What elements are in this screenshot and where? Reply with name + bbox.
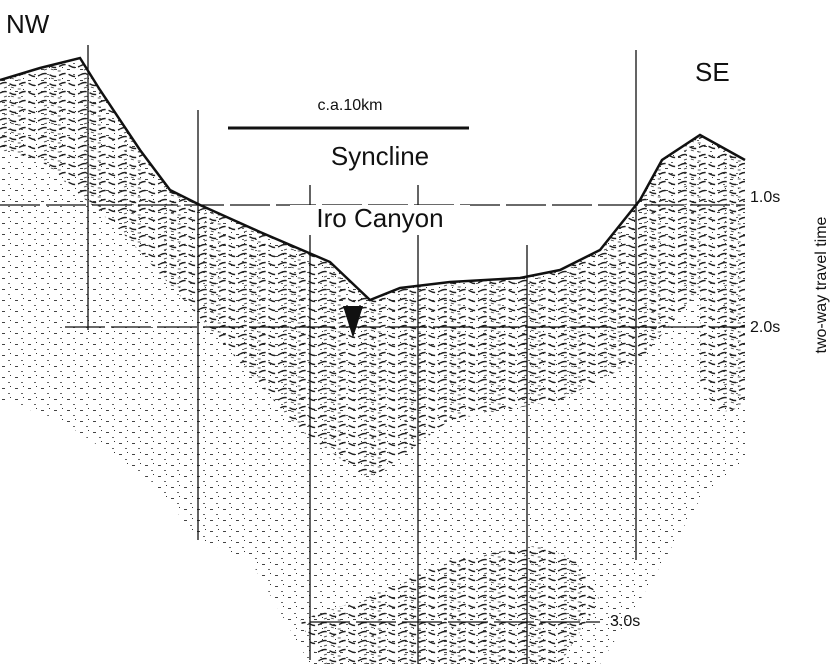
- scale-label: c.a.10km: [318, 97, 383, 114]
- seismic-dome: [700, 288, 745, 411]
- time-tick-label: 3.0s: [610, 613, 640, 630]
- feature-label: Syncline: [331, 141, 429, 171]
- time-tick-label: 2.0s: [750, 319, 780, 336]
- page: NW SE c.a.10km Syncline Iro Canyon 1.0s …: [0, 0, 836, 664]
- feature-label: Iro Canyon: [316, 203, 443, 233]
- time-tick-label: 1.0s: [750, 189, 780, 206]
- direction-label: NW: [6, 9, 50, 39]
- direction-label: SE: [695, 57, 730, 87]
- seismic-figure: NW SE c.a.10km Syncline Iro Canyon 1.0s …: [0, 0, 836, 664]
- time-axis-title: two-way travel time: [813, 216, 830, 353]
